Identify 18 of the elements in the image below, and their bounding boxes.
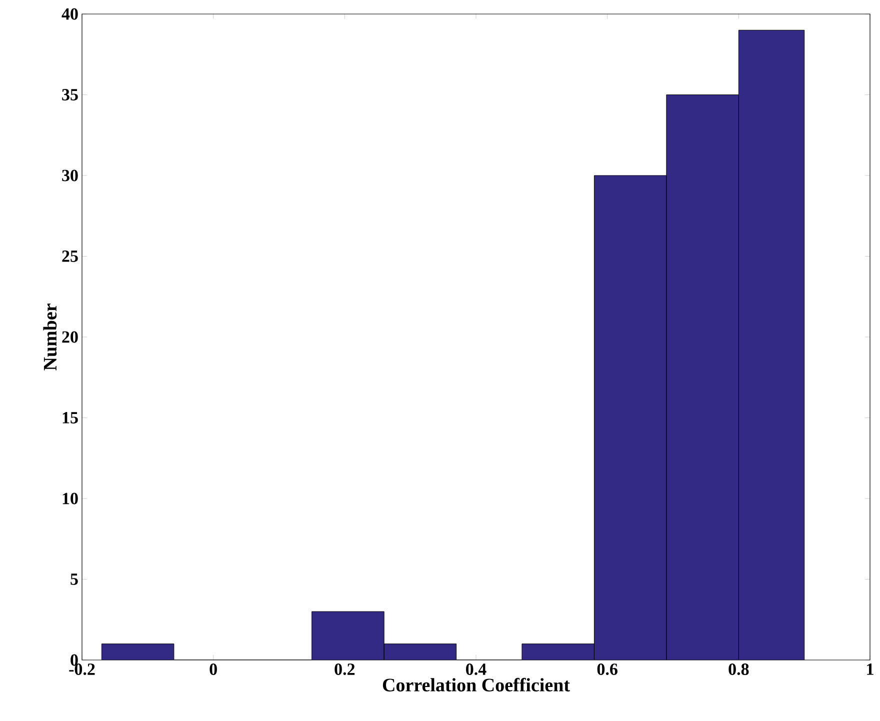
- x-tick-label: 0.4: [466, 664, 486, 676]
- y-tick-label: 15: [62, 412, 78, 424]
- y-tick-label: 20: [62, 331, 78, 343]
- y-axis-title: Number: [43, 304, 57, 370]
- y-tick-label: 25: [62, 250, 78, 262]
- y-tick-label: 10: [62, 492, 78, 504]
- y-tick-label: 5: [70, 574, 78, 585]
- x-tick-label: 0.6: [597, 664, 618, 676]
- x-tick-label: 0.2: [334, 664, 355, 676]
- x-axis-title: Correlation Coefficient: [382, 678, 570, 692]
- y-tick-label: 35: [62, 89, 78, 100]
- x-tick-label: 1: [867, 664, 874, 675]
- x-tick-label: 0: [210, 664, 217, 675]
- x-tick-label: -0.2: [69, 664, 95, 676]
- x-tick-label: 0.8: [728, 664, 749, 676]
- y-tick-label: 40: [62, 8, 78, 20]
- y-tick-label: 30: [62, 170, 78, 182]
- y-tick-label: 0: [70, 654, 78, 666]
